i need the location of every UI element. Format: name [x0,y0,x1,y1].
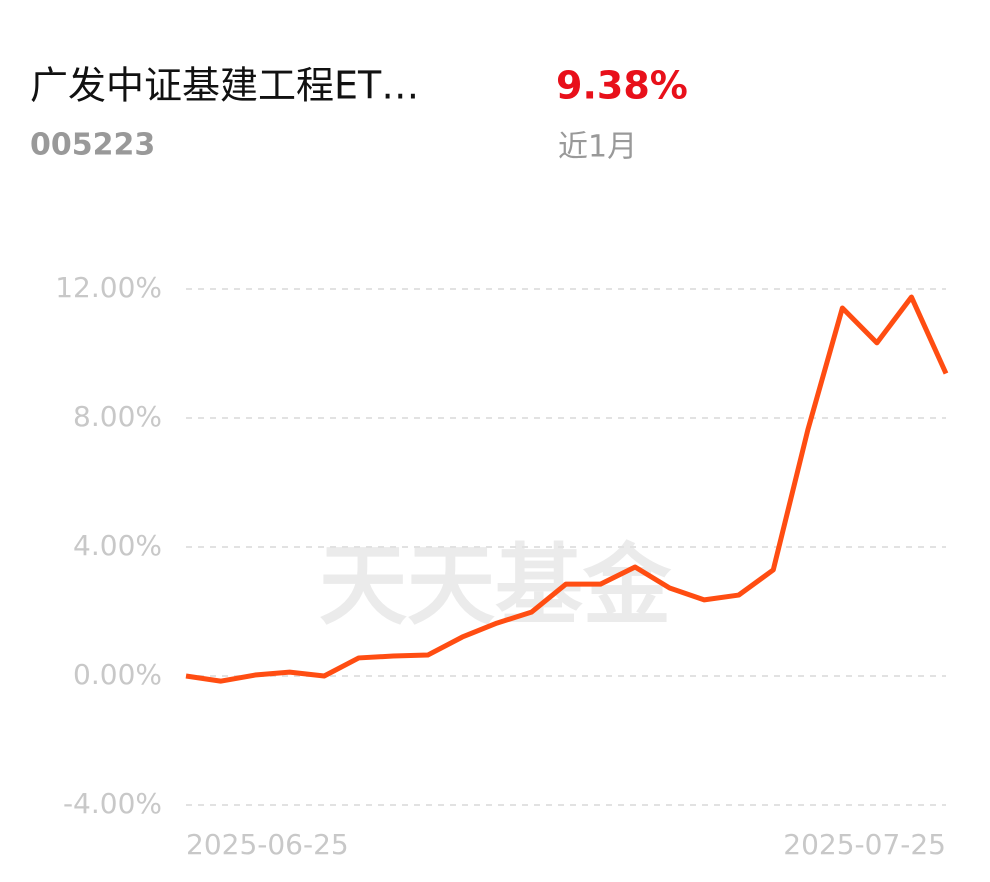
period-label: 近1月 [558,130,637,165]
y-tick-label: 0.00% [73,658,162,691]
y-tick-label: 4.00% [73,529,162,562]
y-tick-label: -4.00% [63,787,162,820]
y-tick-label: 8.00% [73,400,162,433]
fund-code: 005223 [30,128,155,163]
line-series [185,294,949,684]
y-tick-label: 12.00% [55,271,162,304]
x-tick-label: 2025-07-25 [783,828,946,861]
x-tick-label: 2025-06-25 [186,828,349,861]
fund-title: 广发中证基建工程ET… [30,64,419,108]
return-value: 9.38% [556,64,688,108]
watermark: 天天基金 [319,534,672,637]
